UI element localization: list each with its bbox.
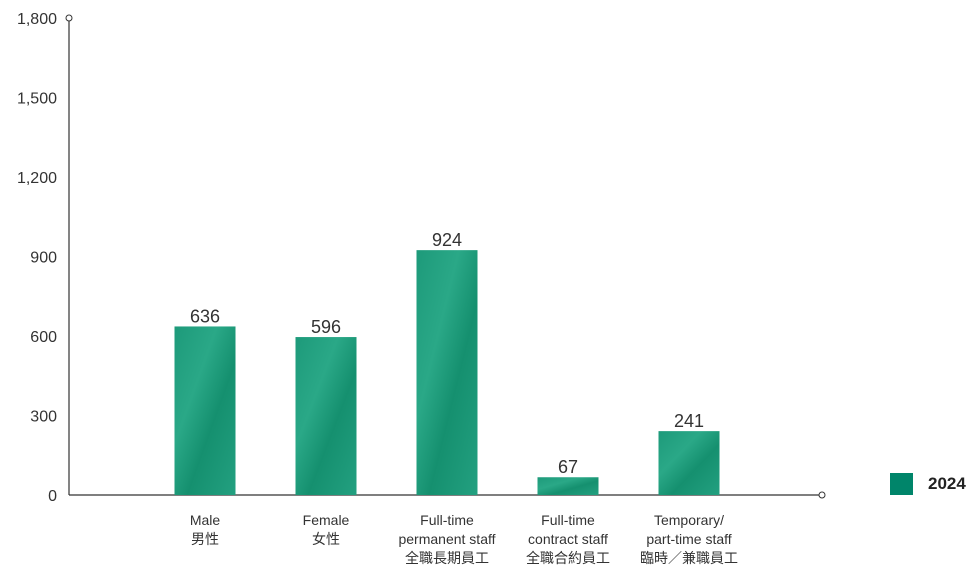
bar-value-label: 596 <box>311 317 341 337</box>
y-tick-label: 900 <box>30 250 57 267</box>
x-category-label: 全職合約員工 <box>526 550 610 566</box>
x-category-label: 全職長期員工 <box>405 550 489 566</box>
bar-value-label: 241 <box>674 411 704 431</box>
y-tick-label: 300 <box>30 409 57 426</box>
x-category-label: Temporary/ <box>654 512 724 528</box>
x-category-label: 女性 <box>312 531 340 547</box>
x-category-label: contract staff <box>528 531 608 547</box>
bar-value-label: 636 <box>190 306 220 326</box>
y-tick-label: 0 <box>48 488 57 505</box>
y-tick-label: 1,500 <box>17 91 57 108</box>
x-category-label: Female <box>303 512 350 528</box>
x-category-label: 臨時／兼職員工 <box>640 550 738 566</box>
bar <box>174 326 236 495</box>
legend-swatch <box>890 473 913 495</box>
y-tick-label: 1,200 <box>17 170 57 187</box>
x-category-label: Full-time <box>541 512 595 528</box>
bar-value-label: 924 <box>432 230 462 250</box>
legend: 2024 <box>890 473 966 495</box>
x-category-label: permanent staff <box>398 531 495 547</box>
legend-label: 2024 <box>928 474 966 493</box>
bar <box>295 337 357 495</box>
x-category-label: 男性 <box>191 531 219 547</box>
y-axis-end-marker <box>65 14 73 22</box>
y-tick-label: 600 <box>30 329 57 346</box>
x-axis-end-marker <box>818 491 826 499</box>
bar <box>658 431 720 495</box>
y-tick-label: 1,800 <box>17 11 57 28</box>
bar-value-label: 67 <box>558 457 578 477</box>
x-category-label: part-time staff <box>646 531 731 547</box>
x-category-label: Male <box>190 512 221 528</box>
x-category-label: Full-time <box>420 512 474 528</box>
bar <box>537 477 599 495</box>
bar <box>416 250 478 495</box>
